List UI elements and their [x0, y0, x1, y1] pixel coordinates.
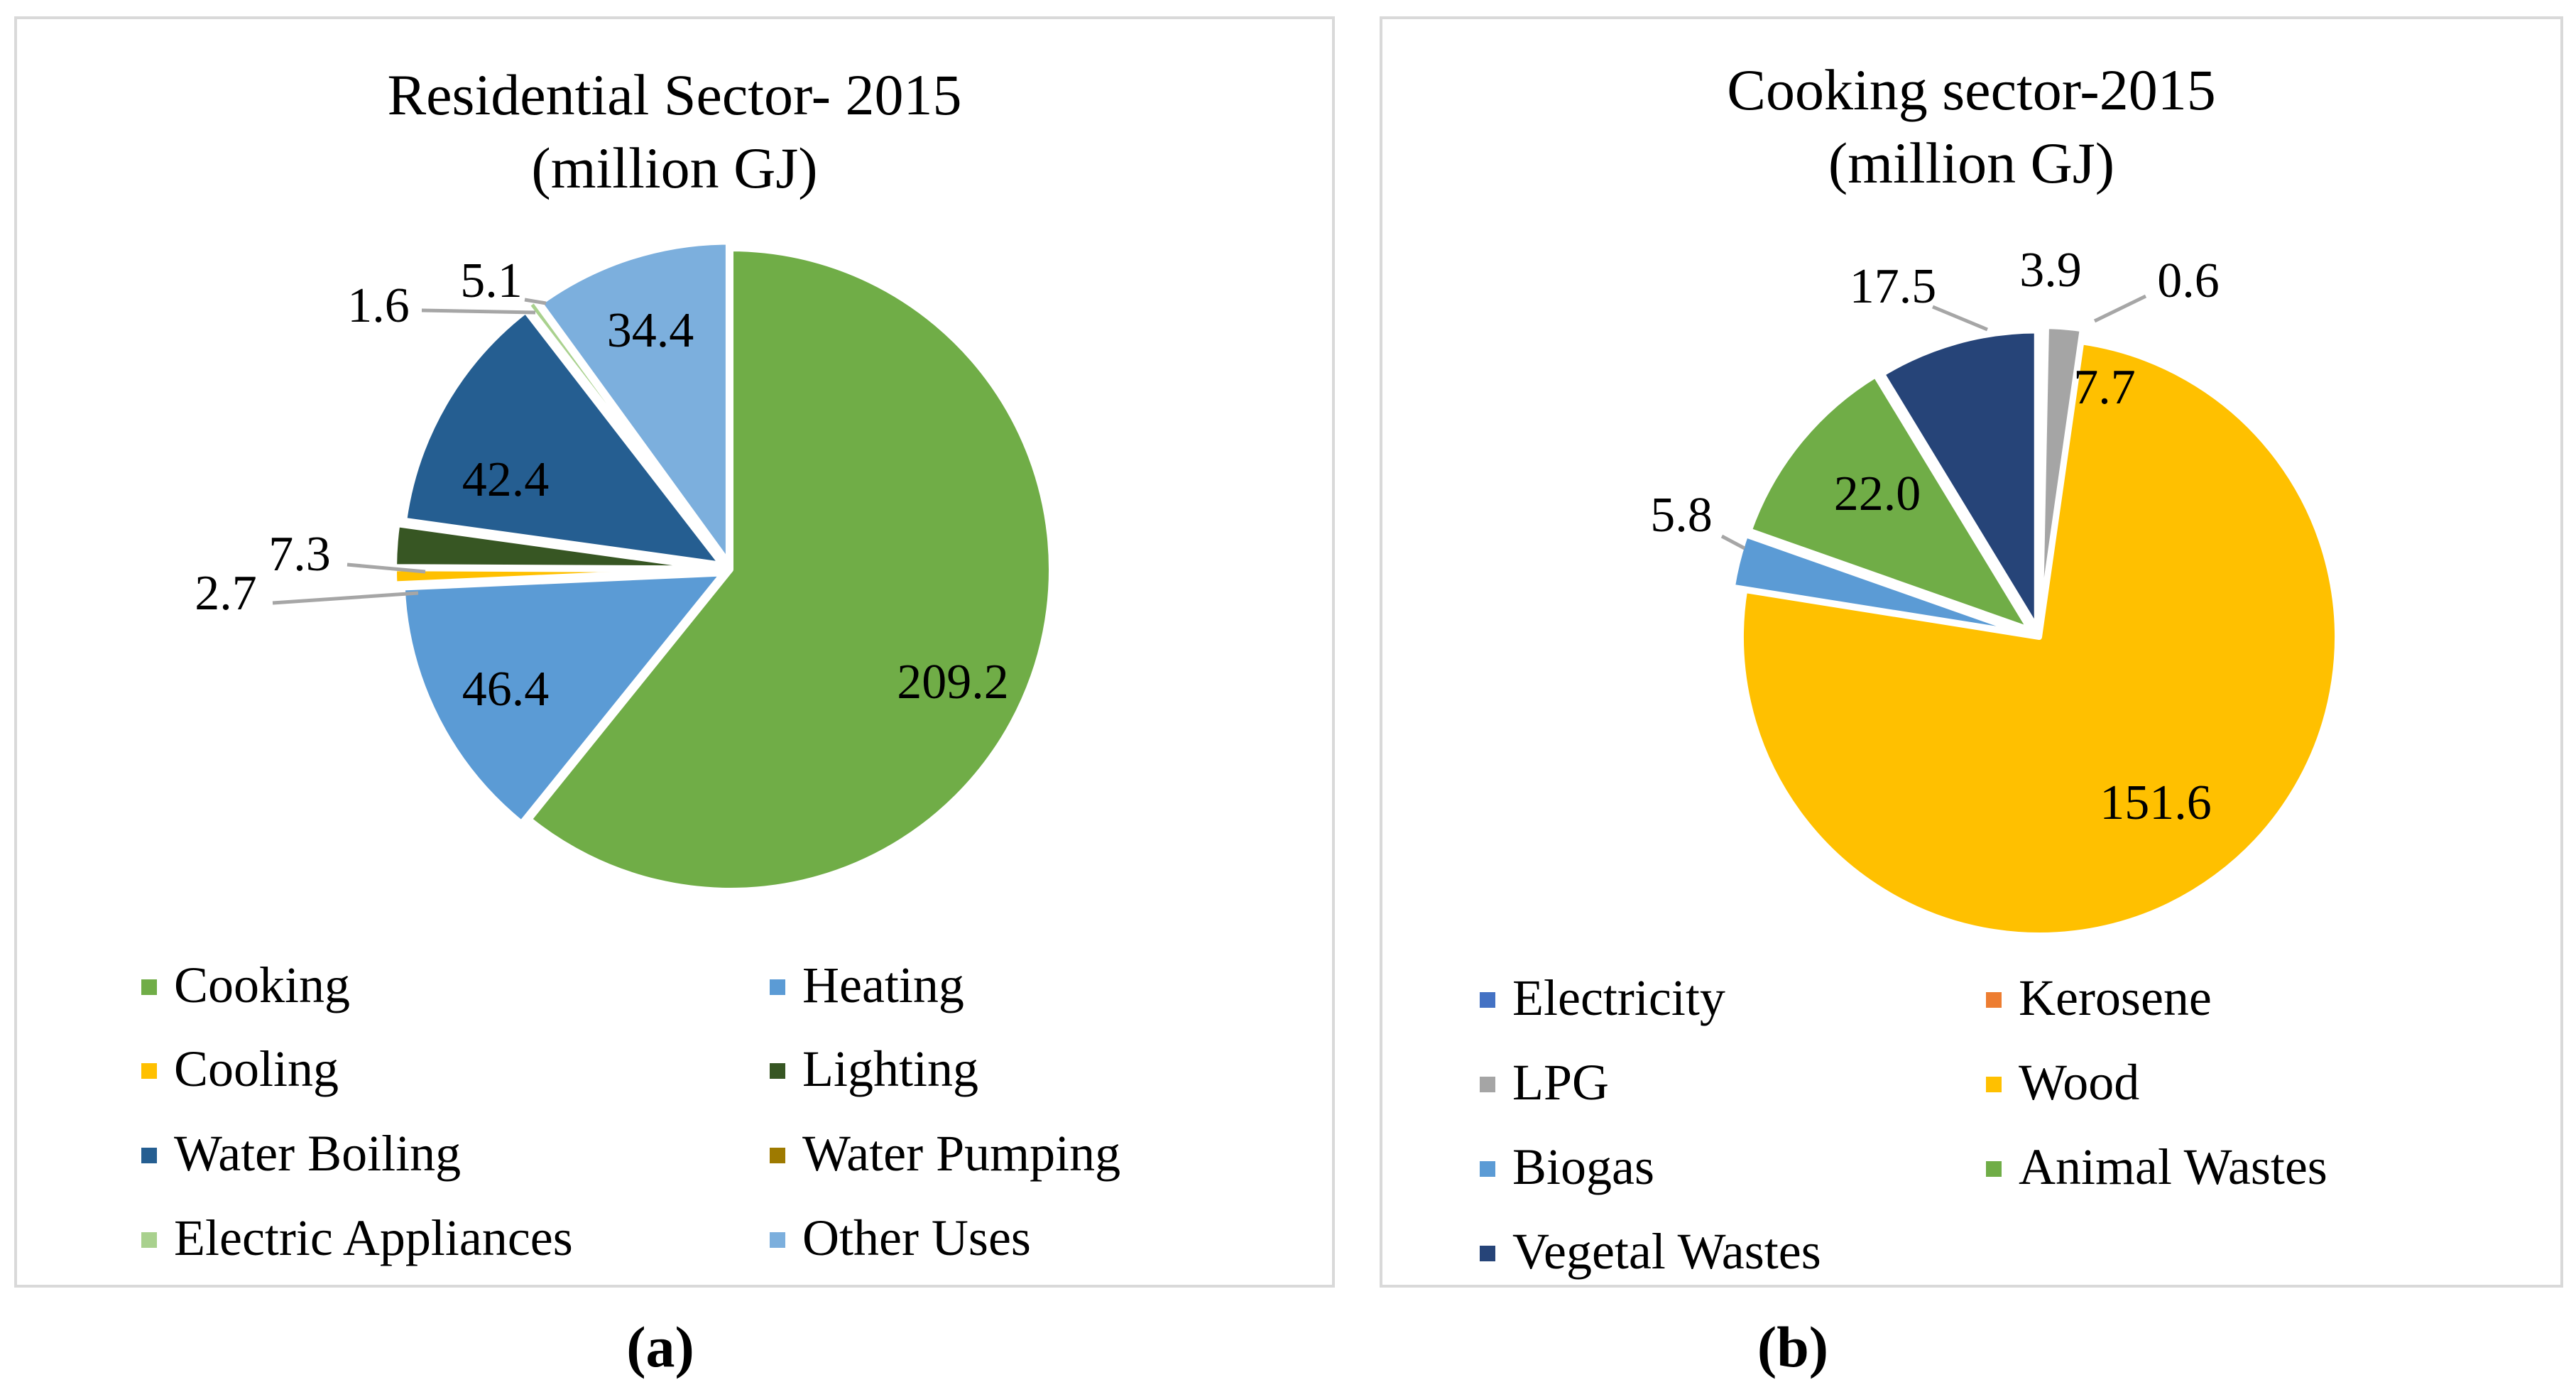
- data-label-lpg: 3.9: [2019, 243, 2082, 298]
- data-label-extra: 7.7: [2073, 360, 2136, 415]
- pie-slice-animal-wastes: [1746, 371, 2034, 633]
- pie-slice-other-uses: [537, 239, 731, 566]
- legend-item-wood: Wood: [1986, 1040, 2139, 1125]
- data-label-lighting: 7.3: [268, 527, 331, 582]
- legend-item-animal-wastes: Animal Wastes: [1986, 1124, 2327, 1209]
- legend-swatch: [770, 1148, 785, 1164]
- leader-line: [421, 308, 536, 315]
- legend-swatch: [1480, 1161, 1495, 1178]
- data-label-animal-wastes: 22.0: [1834, 467, 1921, 521]
- legend-item-heating: Heating: [770, 942, 964, 1028]
- pie-slice-wood: [1738, 339, 2340, 938]
- caption-b: (b): [1757, 1315, 1829, 1379]
- legend-item-water-boiling: Water Boiling: [141, 1111, 461, 1196]
- legend-swatch: [1480, 992, 1495, 1008]
- data-label-cooking: 209.2: [897, 655, 1009, 709]
- pie-chart-residential: 209.2 46.4 2.77.3 42.4 1.6 34.4 5.1: [195, 239, 1054, 893]
- chart-title: Residential Sector- 2015: [387, 62, 962, 127]
- data-label-vegetal-wastes: 17.5: [1850, 259, 1937, 314]
- legend-item-cooking: Cooking: [141, 942, 350, 1028]
- data-label-other-uses: 34.4: [607, 303, 694, 358]
- legend-item-lpg: LPG: [1480, 1040, 1609, 1125]
- pie-slice-lighting: [391, 521, 719, 572]
- legend-item-electricity: Electricity: [1480, 955, 1725, 1040]
- pie-chart-cooking: 0.6 3.9 151.6 5.8 22.0 17.5 7.7: [1650, 243, 2340, 938]
- data-label-extra: 5.1: [460, 254, 523, 308]
- pie-slice-water-boiling: [401, 308, 725, 567]
- legend-item-biogas: Biogas: [1480, 1124, 1654, 1209]
- legend-swatch: [141, 979, 157, 996]
- leader-line: [524, 298, 547, 305]
- legend-swatch: [1986, 1077, 2002, 1093]
- chart-subtitle: (million GJ): [531, 136, 818, 200]
- legend-swatch: [141, 1232, 157, 1249]
- legend-swatch: [1480, 1246, 1495, 1262]
- legend-swatch: [770, 979, 785, 996]
- legend-swatch: [141, 1148, 157, 1164]
- leader-line: [2093, 294, 2147, 323]
- chart-subtitle: (million GJ): [1828, 131, 2115, 195]
- leader-line: [272, 591, 419, 605]
- legend-item-cooling: Cooling: [141, 1026, 339, 1111]
- pie-slice-cooking: [526, 246, 1054, 893]
- legend-item-kerosene: Kerosene: [1986, 955, 2212, 1040]
- legend-item-other-uses: Other Uses: [770, 1195, 1031, 1280]
- legend-swatch: [141, 1063, 157, 1080]
- data-label-biogas: 5.8: [1650, 488, 1713, 543]
- chart-title: Cooking sector-2015: [1727, 58, 2216, 122]
- leader-line: [1720, 534, 1746, 550]
- chart-panel-cooking: Cooking sector-2015 (million GJ) 0.6 3.9 1…: [1380, 16, 2563, 1288]
- data-label-wood: 151.6: [2100, 776, 2212, 830]
- leader-line: [346, 562, 426, 574]
- data-label-cooling: 2.7: [195, 566, 257, 621]
- legend-swatch: [1986, 1161, 2002, 1178]
- pie-slice-biogas: [1729, 531, 2030, 637]
- legend-item-water-pumping: Water Pumping: [770, 1111, 1120, 1196]
- legend-swatch: [1480, 1077, 1495, 1093]
- chart-panel-residential: Residential Sector- 2015 (million GJ) 20…: [14, 16, 1335, 1288]
- data-label-electricity: 0.6: [2157, 254, 2220, 308]
- data-label-electric-appliances: 1.6: [347, 278, 410, 333]
- legend-swatch: [1986, 992, 2002, 1008]
- legend-item-vegetal-wastes: Vegetal Wastes: [1480, 1209, 1821, 1294]
- leader-line: [1932, 305, 1988, 332]
- legend-swatch: [770, 1232, 785, 1249]
- pie-slice-vegetal-wastes: [1879, 327, 2040, 632]
- data-label-water-boiling: 42.4: [462, 452, 550, 507]
- legend-item-electric-appliances: Electric Appliances: [141, 1195, 573, 1280]
- pie-slice-heating: [399, 570, 726, 827]
- legend-swatch: [770, 1063, 785, 1080]
- caption-a: (a): [626, 1315, 694, 1379]
- legend-item-lighting: Lighting: [770, 1026, 978, 1111]
- data-label-heating: 46.4: [462, 662, 550, 717]
